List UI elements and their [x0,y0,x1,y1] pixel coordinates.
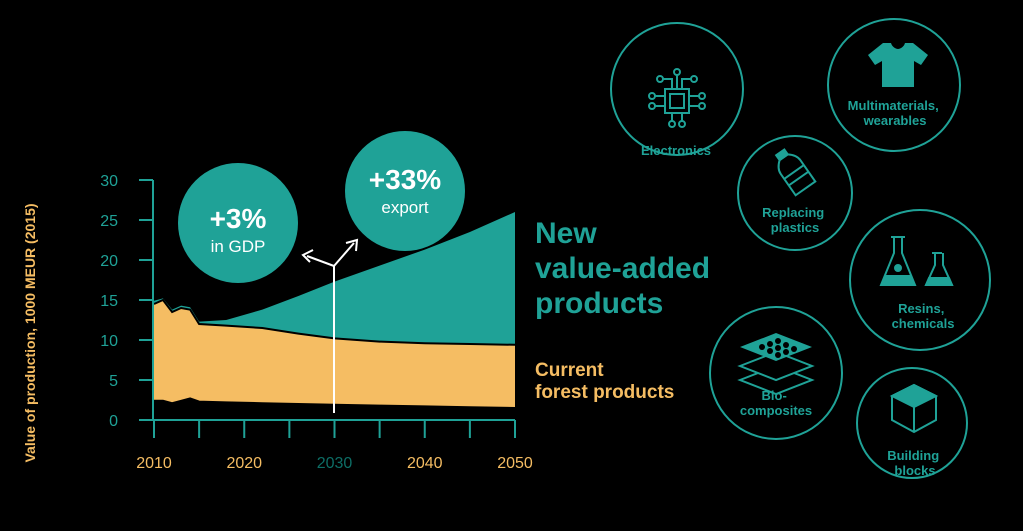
category-resins-line-1: Resins, [898,301,944,316]
cube-icon [889,383,939,434]
arrow-to-gdp [306,255,335,267]
category-building-blocks-label: Building blocks [887,448,943,478]
category-electronics-ring [610,22,744,156]
category-building-blocks-ring [856,367,968,479]
boundary-line-current [153,298,516,346]
category-plastics-label: Replacing plastics [762,205,828,235]
category-plastics-ring [737,135,853,251]
legend-new-line-1: New [535,217,597,250]
callout-arrows [301,238,359,413]
category-biocomposites-line-1: Bio- [762,388,787,403]
category-biocomposites-line-2: composites [740,403,812,418]
category-wearables: Multimaterials, wearables [827,18,961,152]
bottle-icon [774,148,817,197]
y-tick-label: 0 [109,413,118,430]
category-wearables-label: Multimaterials, wearables [848,98,943,128]
flask-icon [879,236,954,286]
x-tick-label: 2020 [226,455,262,472]
y-tick-label: 30 [100,173,118,190]
y-tick-label: 15 [100,293,118,310]
y-tick-label: 5 [109,373,118,390]
y-axis: 0 5 10 15 20 25 30 [100,173,154,430]
category-electronics: Electronics [610,22,744,158]
gdp-callout-value: +3% [210,203,267,234]
y-tick-label: 10 [100,333,118,350]
legend-new-line-2: value-added [535,252,710,285]
y-tick-label: 20 [100,253,118,270]
category-building-blocks-line-2: blocks [894,463,935,478]
tshirt-icon [868,43,928,87]
export-callout-circle [345,131,465,251]
category-wearables-ring [827,18,961,152]
category-plastics: Replacing plastics [737,135,853,251]
legend-current-line-2: forest products [535,382,674,403]
gdp-callout-circle [178,163,298,283]
y-tick-label: 25 [100,213,118,230]
arrow-to-gdp-head [301,249,314,263]
chip-icon [648,68,706,128]
category-plastics-line-2: plastics [771,220,819,235]
category-resins: Resins, chemicals [849,209,991,351]
x-tick-label: 2050 [497,455,533,472]
category-biocomposites-ring [709,306,843,440]
legend-new-line-3: products [535,287,663,320]
gdp-callout-label: in GDP [211,237,266,256]
legend: New value-added products Current forest … [535,217,718,403]
layers-icon [737,333,815,396]
boundary-line-lower [154,397,516,409]
y-axis-label: Value of production, 1000 MEUR (2015) [22,203,38,463]
category-resins-label: Resins, chemicals [892,301,955,331]
category-wearables-line-1: Multimaterials, [848,98,939,113]
export-callout-value: +33% [369,164,441,195]
x-tick-label: 2010 [136,455,172,472]
category-biocomposites: Bio- composites [709,306,843,440]
legend-current-products: Current forest products [535,360,674,403]
area-new-value-added-products [154,212,515,345]
arrow-to-export [333,242,355,267]
category-wearables-line-2: wearables [863,113,927,128]
x-axis: 2010 2020 2030 2040 2050 [136,419,533,472]
category-biocomposites-label: Bio- composites [740,388,812,418]
legend-current-line-1: Current [535,360,604,381]
arrow-to-export-head [345,238,359,252]
category-building-blocks: Building blocks [856,367,968,479]
x-tick-label: 2040 [407,455,443,472]
x-tick-label: 2030 [317,455,353,472]
category-resins-ring [849,209,991,351]
export-callout: +33% export [345,131,465,251]
export-callout-label: export [381,198,429,217]
category-electronics-label: Electronics [641,143,711,158]
gdp-callout: +3% in GDP [178,163,298,283]
category-resins-line-2: chemicals [892,316,955,331]
area-chart: 2010 2020 2030 2040 2050 0 5 10 15 20 25 30 [100,173,533,472]
category-plastics-line-1: Replacing [762,205,824,220]
legend-new-products: New value-added products [535,217,718,320]
category-building-blocks-line-1: Building [887,448,939,463]
